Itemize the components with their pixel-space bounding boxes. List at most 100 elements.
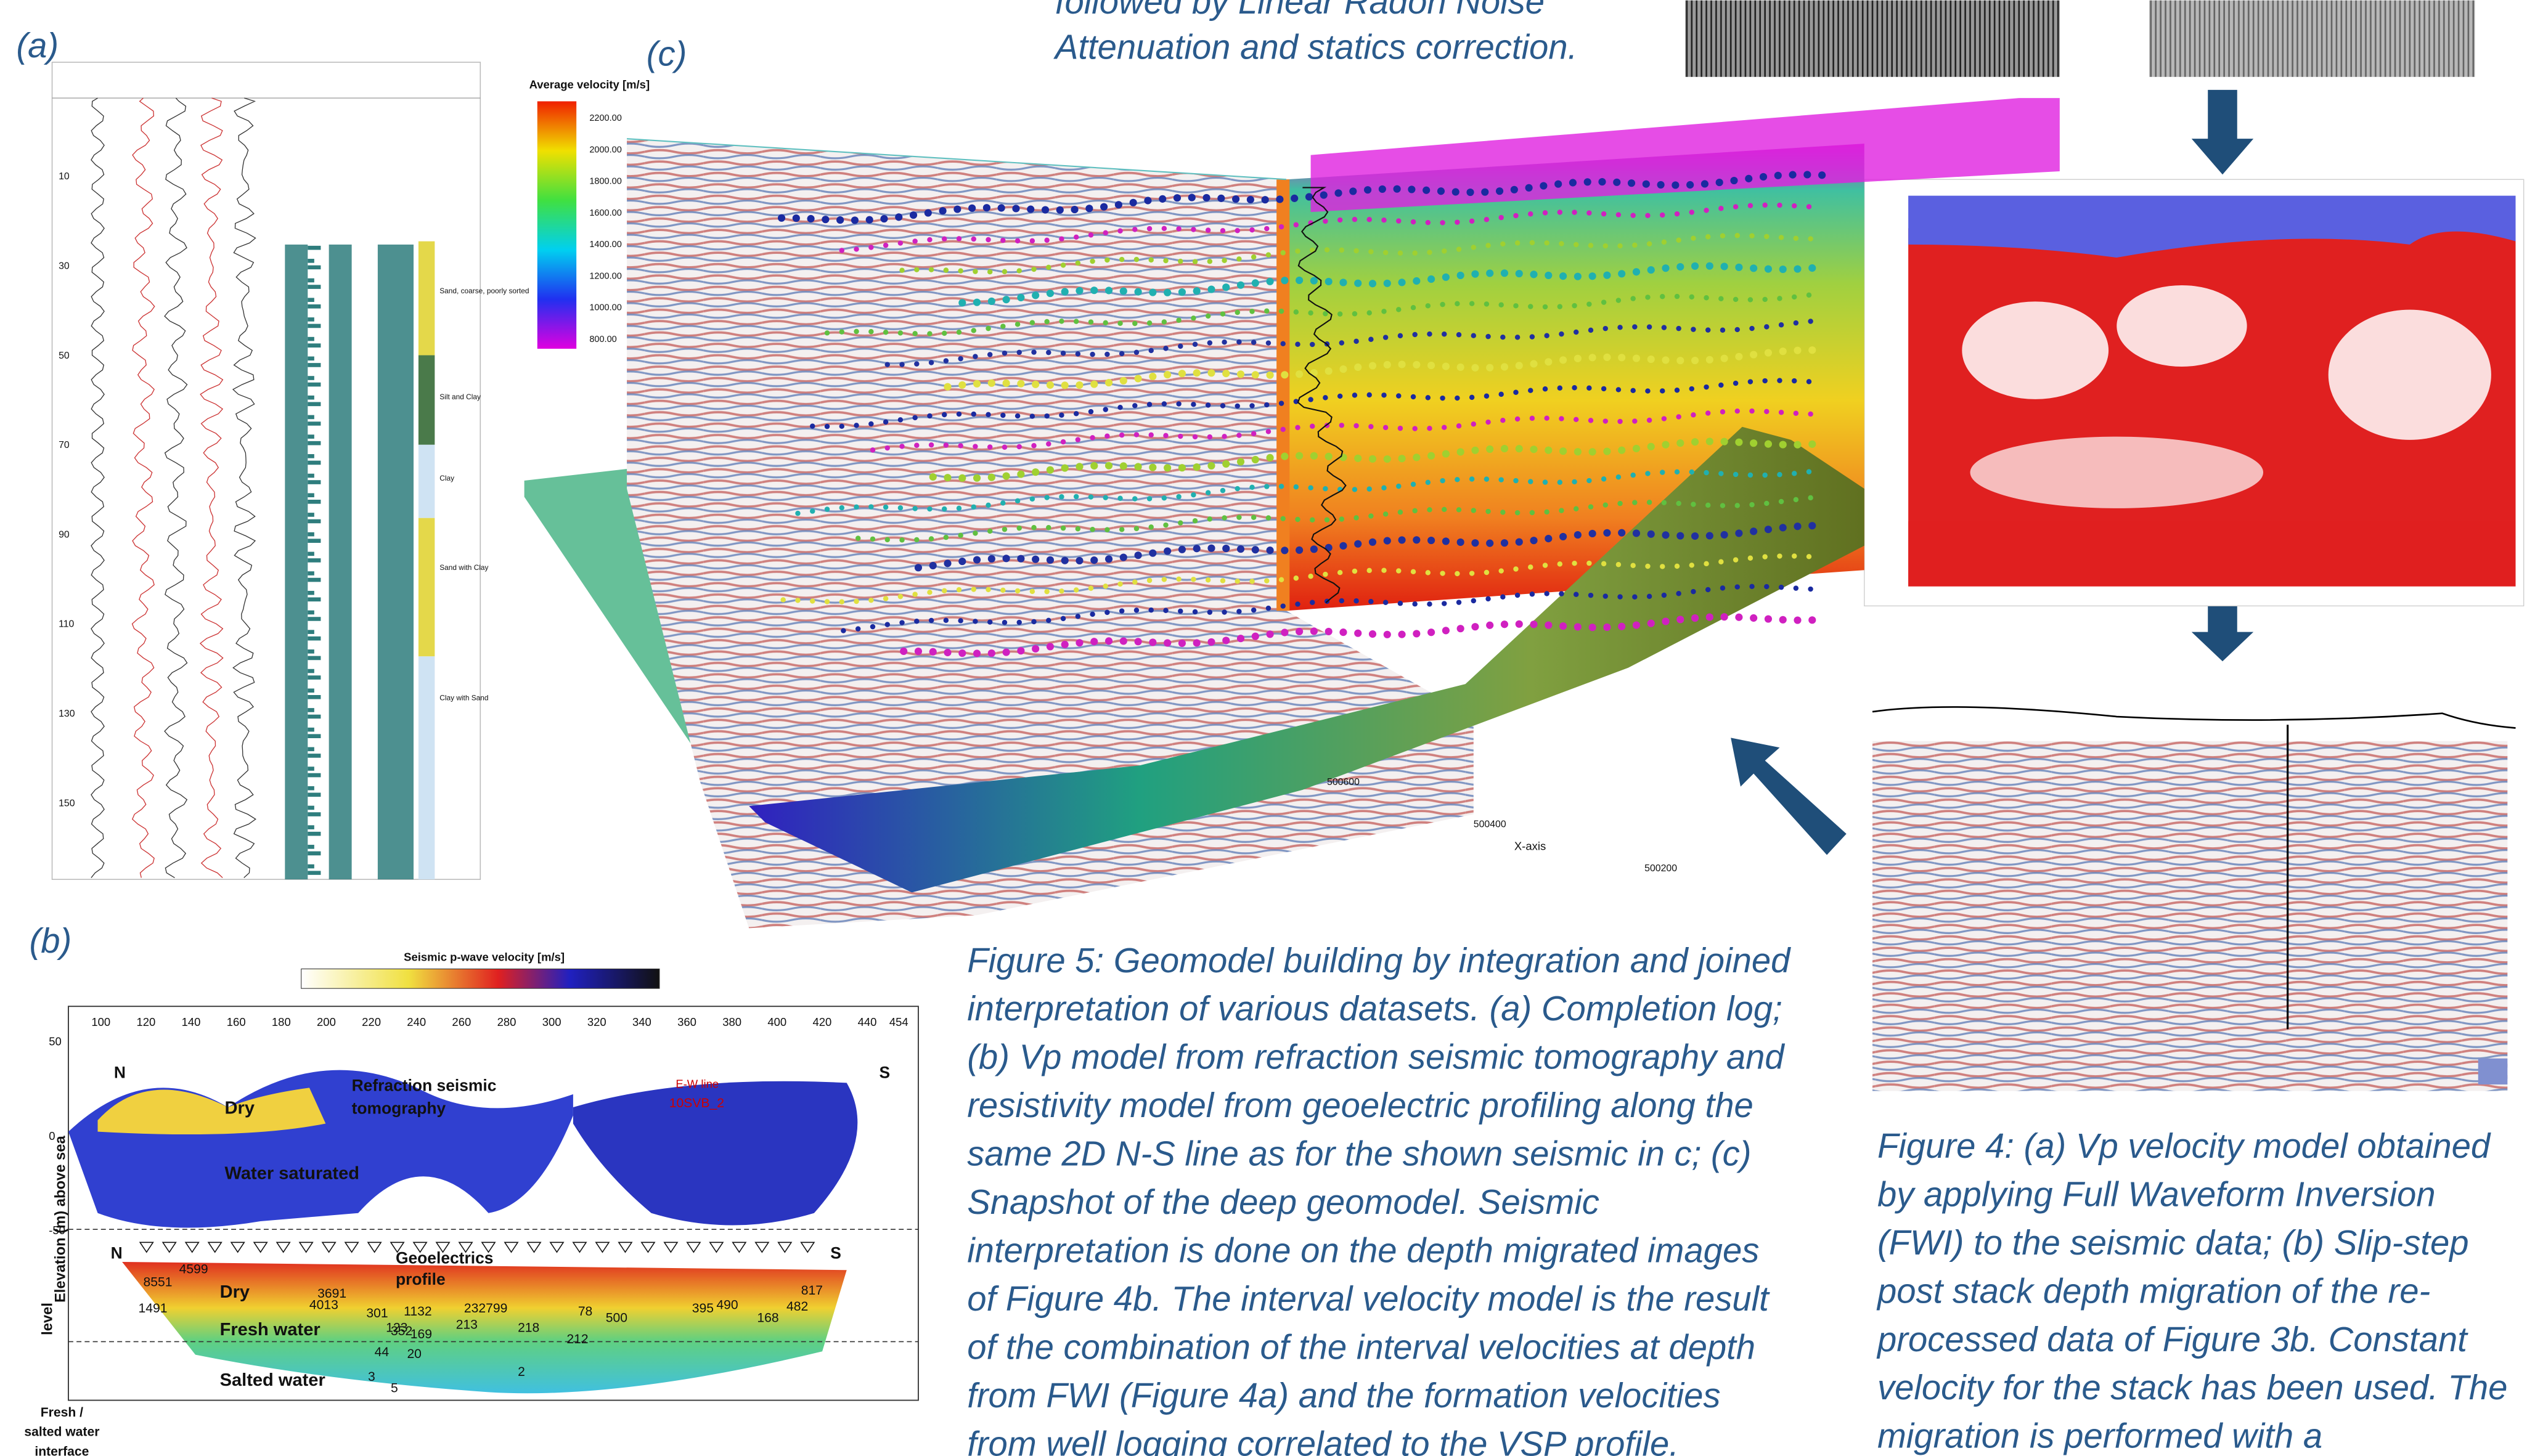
horizon-point — [1777, 472, 1782, 477]
horizon-point — [1003, 296, 1010, 303]
horizon-point — [1249, 227, 1254, 232]
horizon-point — [1085, 205, 1093, 212]
horizon-point — [1193, 342, 1198, 347]
horizon-point — [1381, 309, 1386, 314]
horizon-point — [1379, 185, 1386, 193]
horizon-point — [1398, 536, 1405, 543]
electrode — [733, 1242, 746, 1252]
horizon-point — [899, 537, 904, 542]
horizon-point — [1047, 466, 1054, 474]
horizon-point — [1779, 499, 1784, 504]
horizon-point — [1103, 584, 1108, 588]
horizon-point — [1088, 586, 1093, 591]
horizon-point — [1207, 259, 1212, 264]
lithology — [418, 445, 435, 518]
horizon-point — [1662, 325, 1667, 330]
horizon-point — [1466, 189, 1474, 196]
horizon-point — [1500, 595, 1505, 600]
horizon-point — [1368, 336, 1373, 341]
horizon-point — [1662, 356, 1669, 364]
horizon-point — [1164, 371, 1171, 378]
horizon-point — [1792, 203, 1797, 208]
horizon-point — [1485, 334, 1490, 339]
horizon-point — [1264, 226, 1269, 231]
horizon-point — [1088, 494, 1093, 499]
horizon-point — [1236, 514, 1241, 519]
horizon-point — [910, 211, 917, 219]
horizon-point — [1032, 381, 1039, 388]
horizon-point — [1613, 179, 1620, 186]
horizon-point — [1632, 595, 1637, 600]
horizon-point — [1323, 572, 1328, 577]
horizon-point — [1281, 371, 1288, 378]
horizon-point — [1134, 526, 1139, 531]
horizon-point — [1176, 577, 1181, 582]
horizon-point — [1162, 226, 1167, 231]
horizon-point — [1164, 289, 1171, 296]
horizon-point — [1721, 355, 1728, 362]
horizon-point — [1705, 327, 1710, 332]
horizon-point — [1264, 578, 1269, 583]
horizon-point — [1249, 485, 1254, 490]
horizon-point — [899, 444, 904, 449]
horizon-point — [1733, 557, 1738, 562]
electrode — [573, 1242, 586, 1252]
horizon-point — [1765, 265, 1772, 272]
horizon-point — [1721, 438, 1728, 445]
horizon-point — [1765, 441, 1772, 448]
fwi-deep — [1908, 521, 2515, 587]
horizon-point — [1368, 513, 1373, 518]
horizon-point — [1427, 601, 1432, 606]
horizon-point — [1134, 608, 1139, 612]
horizon-point — [825, 424, 830, 429]
horizon-point — [1498, 568, 1503, 573]
horizon-point — [1076, 463, 1083, 470]
colorbar-tick: 2200.00 — [589, 113, 621, 123]
horizon-point — [1515, 417, 1520, 421]
horizon-point — [1806, 204, 1811, 209]
label: salted water — [24, 1425, 99, 1439]
horizon-point — [1498, 392, 1503, 397]
horizon-point — [1469, 476, 1474, 481]
horizon-point — [1808, 441, 1816, 448]
horizon-point — [1806, 469, 1811, 474]
horizon-point — [1706, 532, 1713, 539]
horizon-point — [1704, 208, 1708, 213]
horizon-point — [1193, 287, 1201, 295]
horizon-point — [1544, 591, 1549, 596]
horizon-point — [1178, 344, 1183, 349]
horizon-point — [1193, 545, 1201, 552]
horizon-point — [942, 236, 947, 241]
horizon-point — [1574, 623, 1582, 630]
horizon-point — [1294, 222, 1299, 227]
horizon-point — [1794, 320, 1798, 325]
resistivity-value: 482 — [786, 1299, 808, 1314]
horizon-point — [1061, 557, 1069, 564]
horizon-point — [1235, 228, 1240, 233]
horizon-point — [1691, 357, 1699, 364]
horizon-point — [1030, 320, 1035, 325]
horizon-point — [927, 331, 932, 336]
depth-label: 130 — [59, 709, 75, 719]
horizon-point — [1584, 178, 1591, 185]
horizon-point — [780, 597, 785, 602]
horizon-point — [912, 331, 917, 336]
horizon-point — [988, 649, 995, 657]
horizon-point — [1349, 187, 1357, 195]
horizon-point — [1530, 334, 1535, 339]
horizon-point — [1119, 608, 1124, 613]
horizon-point — [1339, 516, 1344, 521]
horizon-point — [1369, 455, 1376, 463]
horizon-point — [1193, 639, 1201, 646]
electrode — [254, 1242, 267, 1252]
horizon-point — [1235, 404, 1240, 409]
horizon-point — [1296, 547, 1303, 554]
electrode — [778, 1242, 791, 1252]
horizon-point — [1589, 354, 1596, 361]
horizon-point — [1046, 441, 1051, 446]
horizon-point — [1354, 540, 1361, 548]
horizon-point — [1264, 484, 1269, 489]
horizon-point — [1630, 388, 1635, 393]
horizon-point — [1457, 272, 1464, 279]
horizon-point — [1217, 195, 1225, 202]
